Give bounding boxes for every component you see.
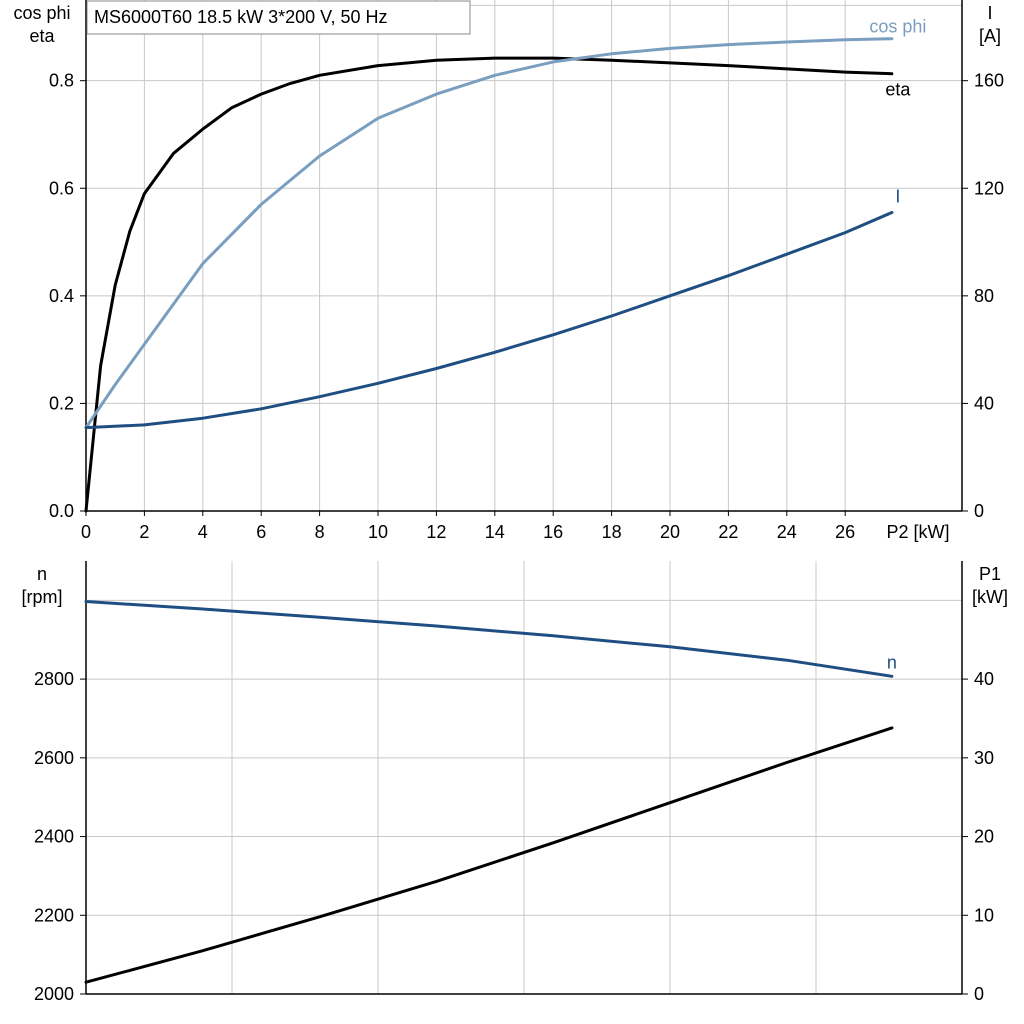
x-tick-label: 10	[368, 522, 388, 542]
x-tick-label: 8	[315, 522, 325, 542]
x-tick-label: 12	[426, 522, 446, 542]
left-tick-label: 0.2	[49, 393, 74, 413]
right-tick-label: 0	[974, 984, 984, 1004]
x-tick-label: 4	[198, 522, 208, 542]
right-tick-label: 30	[974, 748, 994, 768]
x-tick-label: 20	[660, 522, 680, 542]
series-line-eta	[84, 56, 894, 513]
left-tick-label: 2200	[34, 905, 74, 925]
x-tick-label: 16	[543, 522, 563, 542]
right-tick-label: 160	[974, 71, 1004, 91]
x-axis-unit-label: P2 [kW]	[886, 522, 949, 542]
x-tick-label: 24	[777, 522, 797, 542]
series-line-cos-phi	[84, 37, 894, 430]
right-tick-label: 0	[974, 501, 984, 521]
series-line-I	[84, 211, 894, 430]
title-box	[86, 0, 471, 35]
x-tick-label: 14	[485, 522, 505, 542]
series-label-n: n	[887, 652, 897, 672]
left-axis-label-line2: eta	[29, 26, 55, 46]
right-axis-label: I	[987, 3, 992, 23]
left-tick-label: 2000	[34, 984, 74, 1004]
x-tick-label: 22	[718, 522, 738, 542]
chart-title: MS6000T60 18.5 kW 3*200 V, 50 Hz	[94, 7, 388, 27]
left-tick-label: 0.6	[49, 178, 74, 198]
series-label-eta: eta	[885, 80, 911, 100]
left-tick-label: 0.8	[49, 71, 74, 91]
right-tick-label: 20	[974, 827, 994, 847]
bottom-panel-speed-power: 2000 2200 2400 2600 2800 0 10 20 30 40 n [rpm] P1 [kW…	[21, 561, 1008, 1004]
right-tick-label: 40	[974, 393, 994, 413]
right-tick-label: 80	[974, 286, 994, 306]
left-tick-label: 2800	[34, 669, 74, 689]
left-tick-label: 0.0	[49, 501, 74, 521]
left-tick-label: 2600	[34, 748, 74, 768]
left-tick-label: 0.4	[49, 286, 74, 306]
left-tick-label: 2400	[34, 827, 74, 847]
x-tick-label: 2	[139, 522, 149, 542]
x-tick-label: 0	[81, 522, 91, 542]
x-tick-label: 6	[256, 522, 266, 542]
right-tick-label: 120	[974, 178, 1004, 198]
right-tick-label: 10	[974, 905, 994, 925]
series-label-I: I	[895, 186, 900, 206]
right-tick-label: 40	[974, 669, 994, 689]
x-tick-label: 26	[835, 522, 855, 542]
series-label-cos-phi: cos phi	[869, 17, 926, 37]
right-axis-label-line2: [kW]	[972, 587, 1008, 607]
series-line-n	[84, 600, 894, 678]
series-line-p1	[84, 726, 894, 984]
x-tick-label: 18	[602, 522, 622, 542]
left-axis-label: n	[37, 564, 47, 584]
left-axis-label: cos phi	[13, 3, 70, 23]
right-axis-label-line2: [A]	[979, 26, 1001, 46]
right-axis-label: P1	[979, 564, 1001, 584]
left-axis-label-line2: [rpm]	[21, 587, 62, 607]
